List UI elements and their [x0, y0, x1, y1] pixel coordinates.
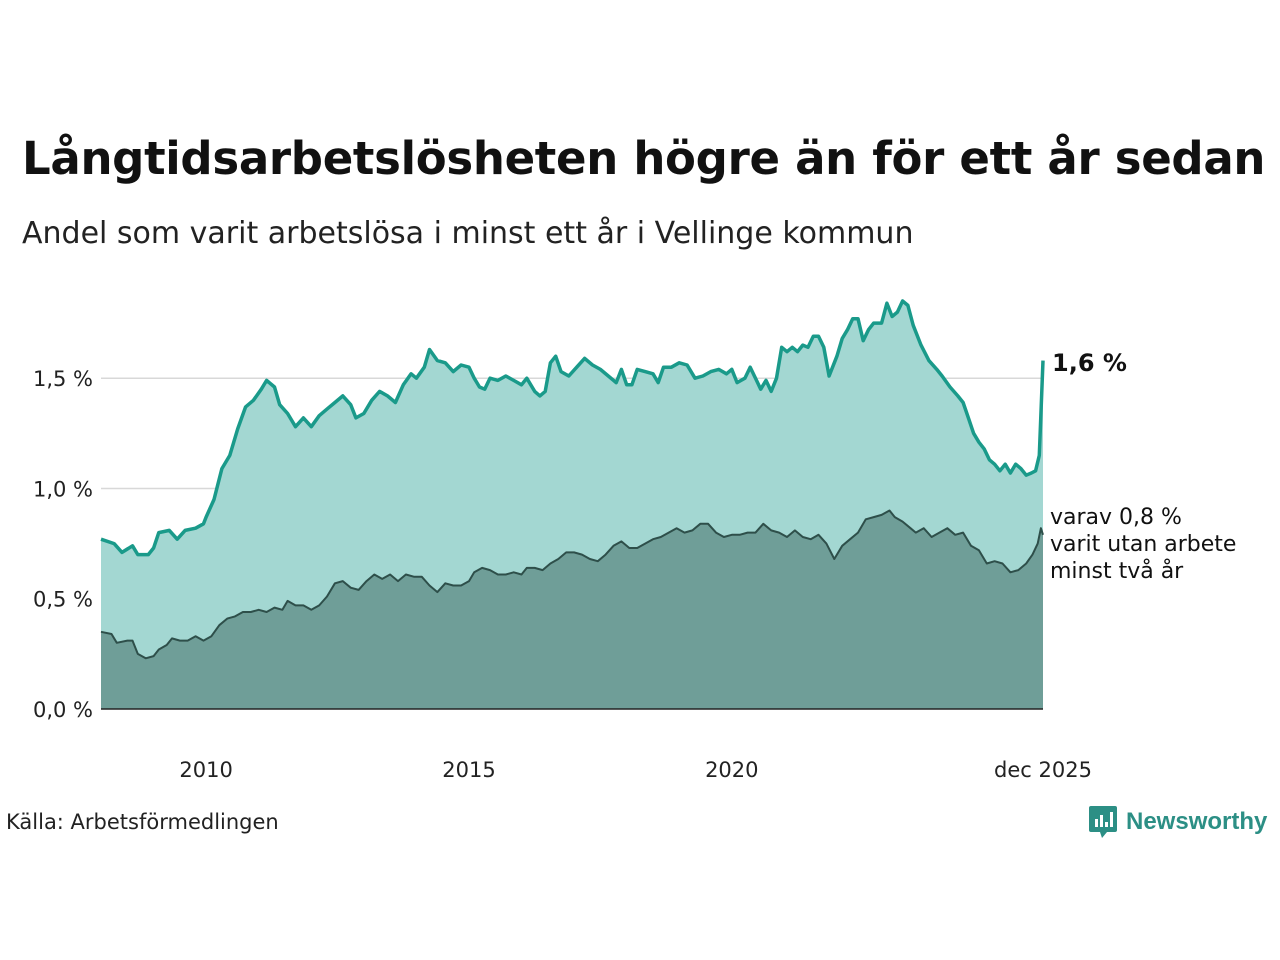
- newsworthy-logo-text: Newsworthy: [1126, 808, 1268, 835]
- y-tick-label: 0,0 %: [33, 698, 93, 722]
- main-series-line: [100, 299, 1045, 557]
- sub-series-end-label: varav 0,8 %: [1050, 505, 1182, 530]
- sub-series-end-label: varit utan arbete: [1050, 532, 1236, 557]
- x-tick-label: dec 2025: [994, 758, 1092, 782]
- newsworthy-logo-icon: [1089, 806, 1117, 838]
- sub-series-line: [100, 509, 1044, 660]
- chart-title: Långtidsarbetslösheten högre än för ett …: [22, 132, 1266, 185]
- chart-subtitle: Andel som varit arbetslösa i minst ett å…: [22, 216, 914, 251]
- x-tick-label: 2015: [442, 758, 495, 782]
- sub-series-area: [101, 510, 1043, 709]
- sub-series-end-label: minst två år: [1050, 558, 1184, 584]
- x-tick-label: 2010: [179, 758, 232, 782]
- y-tick-label: 1,0 %: [33, 477, 93, 501]
- source-note: Källa: Arbetsförmedlingen: [6, 810, 279, 834]
- y-axis-ticks: 0,0 % 0,5 % 1,0 % 1,5 %: [33, 367, 93, 722]
- newsworthy-logo[interactable]: Newsworthy: [1088, 805, 1267, 839]
- y-tick-label: 1,5 %: [33, 367, 93, 391]
- x-tick-label: 2020: [705, 758, 758, 782]
- y-tick-label: 0,5 %: [33, 588, 93, 612]
- x-axis-ticks: 2010 2015 2020 dec 2025: [179, 758, 1092, 782]
- main-series-end-label: 1,6 %: [1052, 349, 1127, 377]
